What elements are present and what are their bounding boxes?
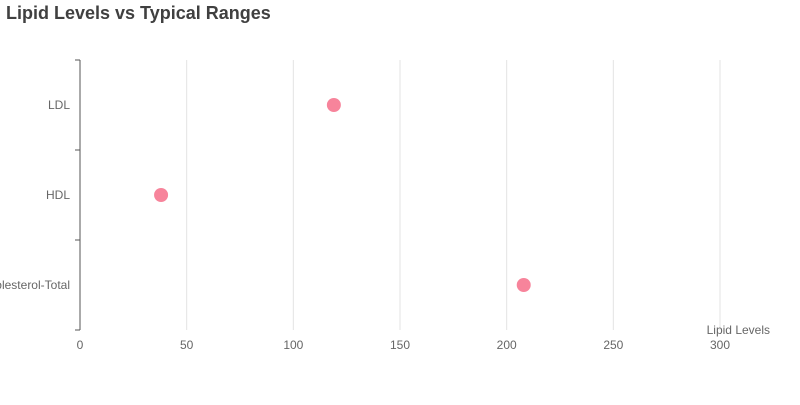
x-tick-label: 300	[710, 338, 730, 352]
data-point-ldl[interactable]	[326, 98, 341, 112]
y-category-label: LDL	[48, 98, 70, 112]
grid-layer	[186, 60, 721, 330]
data-point-hdl[interactable]	[154, 188, 169, 202]
y-category-label: HDL	[46, 188, 70, 202]
x-tick-label: 0	[77, 338, 84, 352]
category-labels: LDL HDL Cholesterol-Total	[0, 98, 70, 292]
x-axis-title: Lipid Levels	[707, 323, 770, 337]
chart-title: Lipid Levels vs Typical Ranges	[6, 3, 271, 23]
x-tick-label: 150	[390, 338, 410, 352]
data-point-cholesterol-total[interactable]	[516, 278, 531, 292]
tick-labels: 0 50 100 150 200 250 300	[77, 338, 731, 352]
x-tick-label: 100	[283, 338, 303, 352]
y-category-label: Cholesterol-Total	[0, 278, 70, 292]
x-tick-label: 200	[497, 338, 517, 352]
data-points	[154, 98, 531, 292]
x-tick-label: 250	[603, 338, 623, 352]
axis-layer	[75, 59, 81, 331]
x-tick-label: 50	[180, 338, 194, 352]
